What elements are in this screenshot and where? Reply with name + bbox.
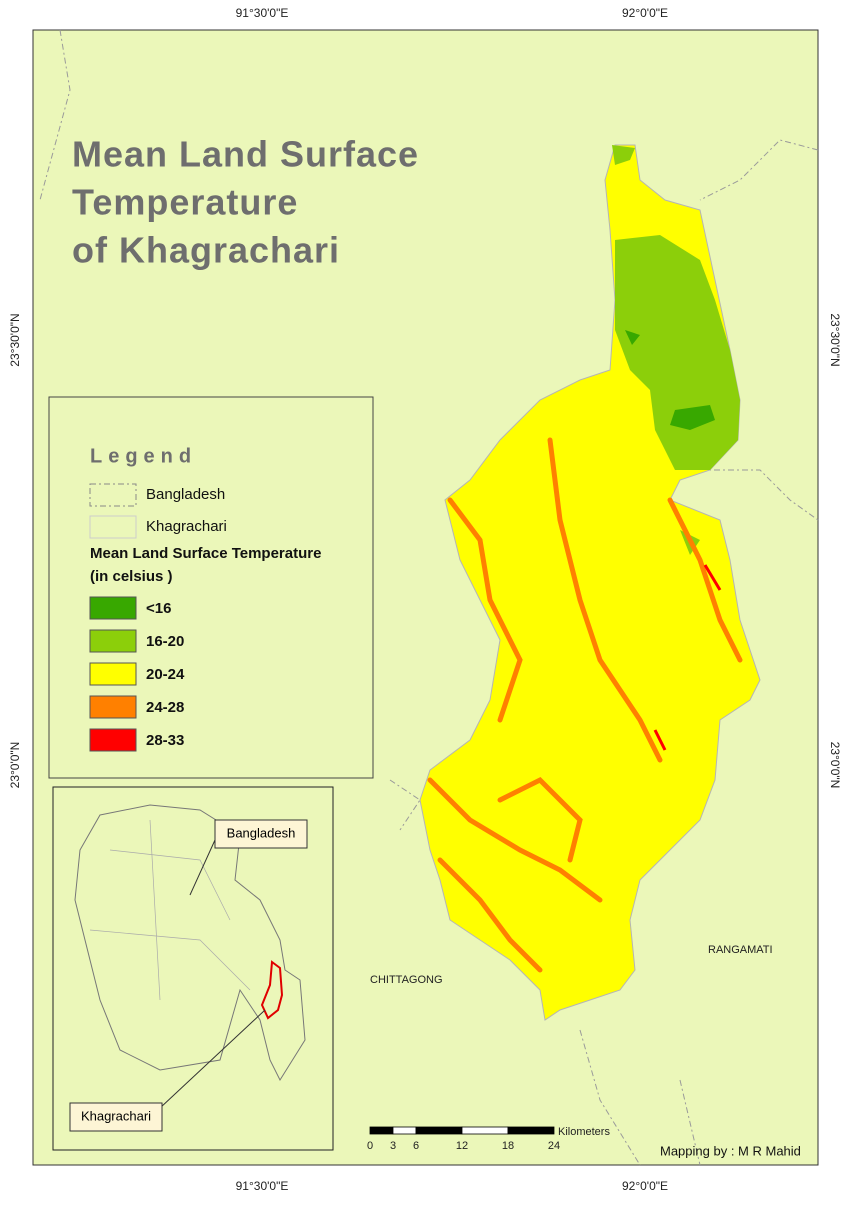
graticule-label: 23°0'0"N <box>828 742 842 789</box>
graticule-label: 91°30'0"E <box>236 1179 289 1193</box>
callout-box <box>69 1102 163 1132</box>
legend-swatch <box>89 662 137 686</box>
scale-tick-label: 6 <box>413 1140 419 1152</box>
legend-swatch <box>89 596 137 620</box>
legend-swatch <box>89 695 137 719</box>
title-line: Mean Land Surface <box>72 134 419 175</box>
zone-16-20 <box>612 145 740 555</box>
legend-swatch <box>89 515 137 539</box>
scale-segment <box>415 1126 463 1135</box>
zone-28-33 <box>653 564 722 751</box>
legend-label: (in celsius ) <box>90 568 173 585</box>
scale-segment <box>392 1126 417 1135</box>
scale-tick-label: 18 <box>502 1140 514 1152</box>
graticule-label: 91°30'0"E <box>236 6 289 20</box>
legend-label: Mean Land Surface Temperature <box>90 545 321 562</box>
legend-swatch <box>89 483 137 507</box>
place-label: CHITTAGONG <box>370 974 443 986</box>
inset-districts <box>89 819 251 1001</box>
callout-line <box>189 839 216 896</box>
callout-line <box>159 1009 266 1109</box>
scale-segment <box>461 1126 509 1135</box>
legend-heading: Legend <box>90 445 197 467</box>
legend-label: 20-24 <box>146 666 185 683</box>
title-line: Temperature <box>72 182 298 223</box>
graticule-label: 23°0'0"N <box>8 742 22 789</box>
graticule-label: 92°0'0"E <box>622 6 668 20</box>
country-boundaries <box>39 29 819 1166</box>
zone-24-28 <box>427 437 743 973</box>
scale-tick-label: 12 <box>456 1140 468 1152</box>
scale-tick-label: 0 <box>367 1140 373 1152</box>
graticule-label: 23°30'0"N <box>8 313 22 366</box>
callout-box <box>214 819 308 849</box>
callout-label: Khagrachari <box>81 1108 151 1123</box>
legend-swatch <box>89 728 137 752</box>
graticule-label: 92°0'0"E <box>622 1179 668 1193</box>
legend: Legend Bangladesh Khagrachari Mean Land … <box>48 396 374 779</box>
legend-swatch <box>89 629 137 653</box>
scale-segment <box>507 1126 555 1135</box>
legend-label: <16 <box>146 600 171 617</box>
title-line: of Khagrachari <box>72 230 340 271</box>
graticule-label: 23°30'0"N <box>828 313 842 366</box>
place-label: RANGAMATI <box>708 944 773 956</box>
map-title: Mean Land Surface Temperature of Khagrac… <box>72 134 419 271</box>
legend-label: Bangladesh <box>146 486 225 503</box>
legend-label: 16-20 <box>146 633 184 650</box>
scale-segment <box>369 1126 394 1135</box>
legend-label: 24-28 <box>146 699 184 716</box>
legend-label: 28-33 <box>146 732 184 749</box>
scale-unit: Kilometers <box>558 1126 610 1138</box>
scale-bar: Kilometers 0 3 6 12 18 24 <box>367 1126 611 1152</box>
legend-label: Khagrachari <box>146 518 227 535</box>
inset-map: Bangladesh Khagrachari <box>52 786 334 1151</box>
callout-label: Bangladesh <box>227 825 296 840</box>
scale-tick-label: 24 <box>548 1140 560 1152</box>
scale-tick-label: 3 <box>390 1140 396 1152</box>
zone-below-16 <box>625 330 715 430</box>
credit: Mapping by : M R Mahid <box>660 1143 801 1158</box>
inset-khagrachari <box>260 960 284 1020</box>
bangladesh-outline <box>74 804 306 1082</box>
